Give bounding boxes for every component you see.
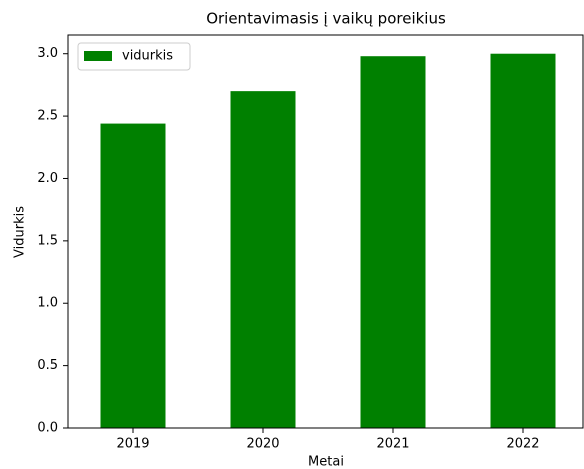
- bar: [490, 53, 556, 428]
- legend-box: [77, 42, 191, 71]
- bar: [360, 56, 426, 428]
- y-axis-label: Vidurkis: [13, 206, 28, 258]
- x-tick-label: 2020: [246, 437, 279, 452]
- y-tick-label: 0.0: [37, 421, 58, 436]
- y-tick-label: 1.5: [37, 233, 58, 248]
- chart-title: Orientavimasis į vaikų poreikius: [206, 10, 446, 28]
- x-tick-label: 2021: [376, 437, 409, 452]
- bar: [230, 91, 296, 429]
- x-tick-label: 2019: [116, 437, 149, 452]
- y-tick-label: 2.5: [37, 109, 58, 124]
- legend-label: vidurkis: [122, 49, 173, 64]
- axes-frame: [67, 34, 584, 429]
- bar: [100, 123, 166, 428]
- y-tick-label: 0.5: [37, 358, 58, 373]
- y-tick-label: 2.0: [37, 171, 58, 186]
- x-tick-label: 2022: [506, 437, 539, 452]
- legend-swatch: [84, 51, 112, 61]
- y-tick-label: 1.0: [37, 296, 58, 311]
- y-tick-label: 3.0: [37, 46, 58, 61]
- x-axis-label: Metai: [308, 455, 344, 469]
